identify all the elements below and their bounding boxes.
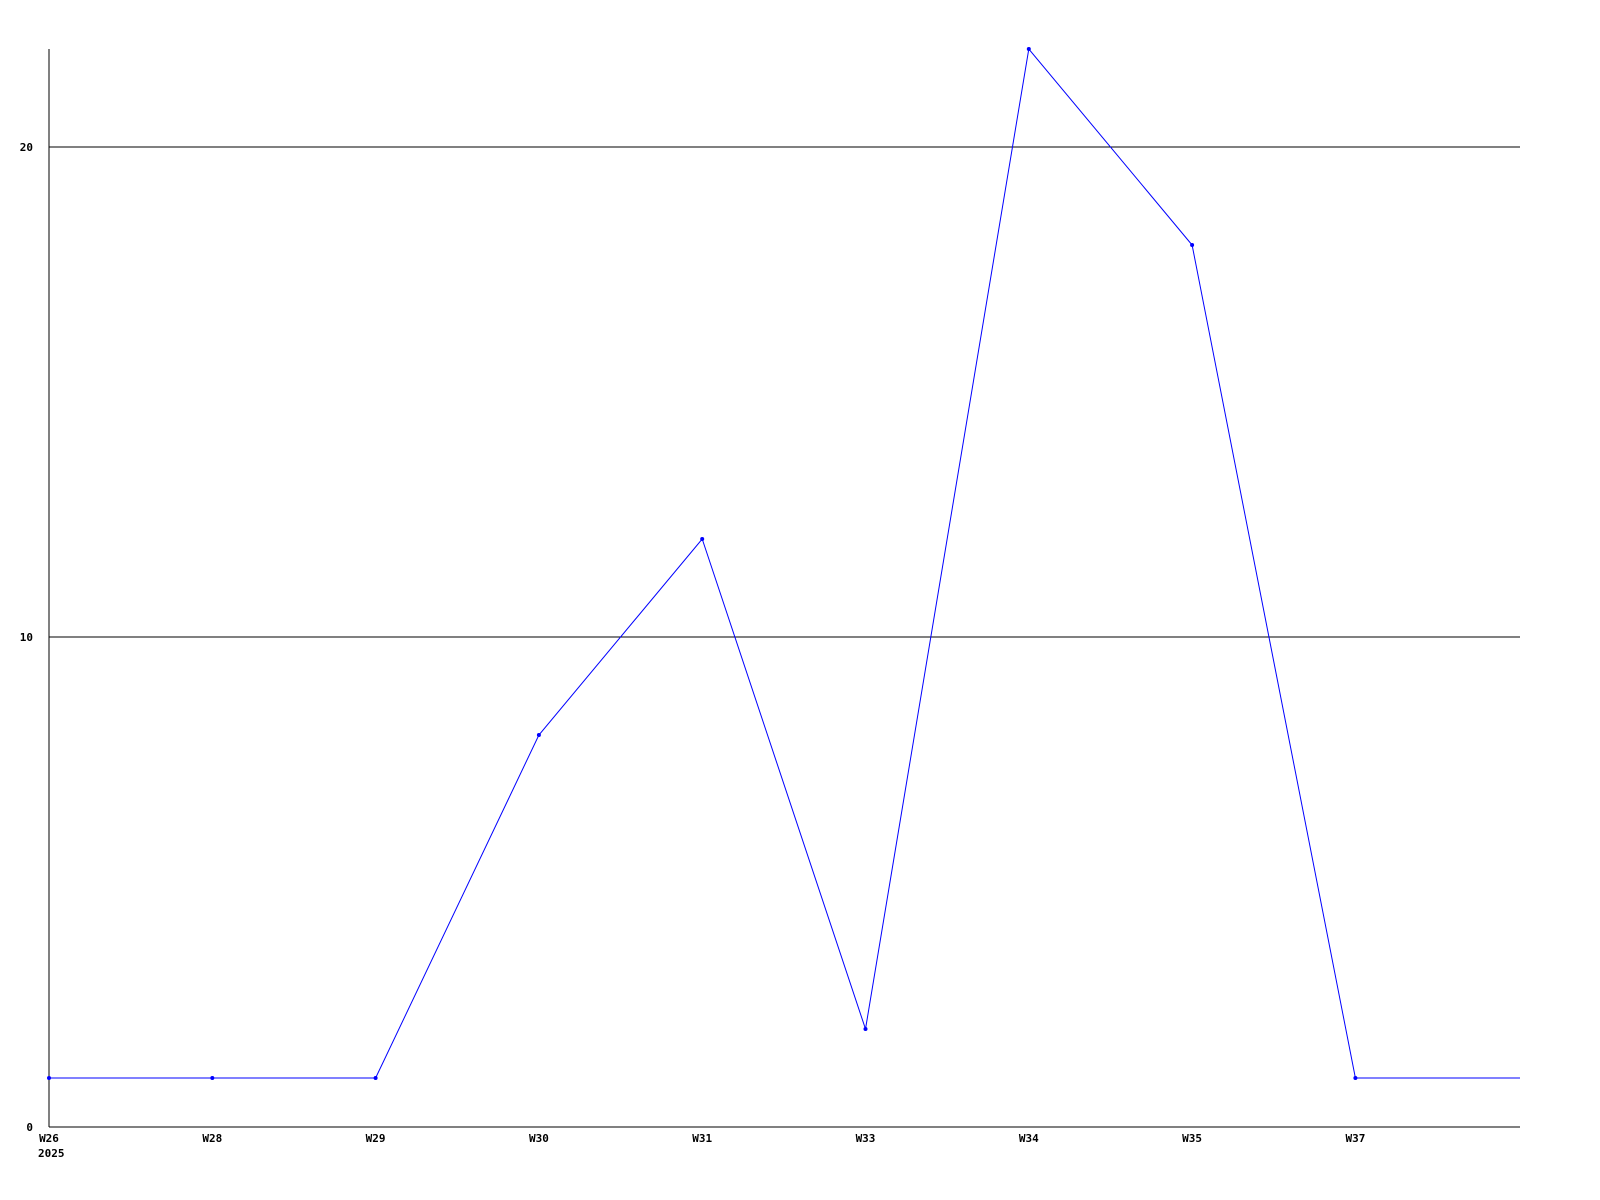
- x-tick-label: W28: [202, 1132, 222, 1145]
- data-point: [1026, 47, 1031, 51]
- series-line: [49, 47, 1520, 1079]
- x-tick-label: W34: [1019, 1132, 1039, 1145]
- x-tick-label: W30: [529, 1132, 549, 1145]
- y-tick-label: 10: [20, 631, 33, 644]
- data-point: [210, 1076, 215, 1080]
- y-tick-label: 20: [20, 141, 33, 154]
- x-year-label: 2025: [38, 1147, 65, 1160]
- data-point: [373, 1076, 378, 1080]
- data-point: [700, 537, 705, 541]
- x-tick-label: W26: [39, 1132, 59, 1145]
- data-point: [863, 1027, 868, 1031]
- y-tick-label: 0: [26, 1121, 33, 1134]
- data-point: [47, 1076, 51, 1080]
- x-tick-label: W29: [366, 1132, 386, 1145]
- x-tick-label: W35: [1182, 1132, 1202, 1145]
- x-tick-label: W33: [856, 1132, 876, 1145]
- data-point: [1190, 243, 1195, 247]
- x-tick-label: W37: [1345, 1132, 1365, 1145]
- data-point: [1353, 1076, 1358, 1080]
- x-tick-label: W31: [692, 1132, 712, 1145]
- data-point: [536, 733, 541, 737]
